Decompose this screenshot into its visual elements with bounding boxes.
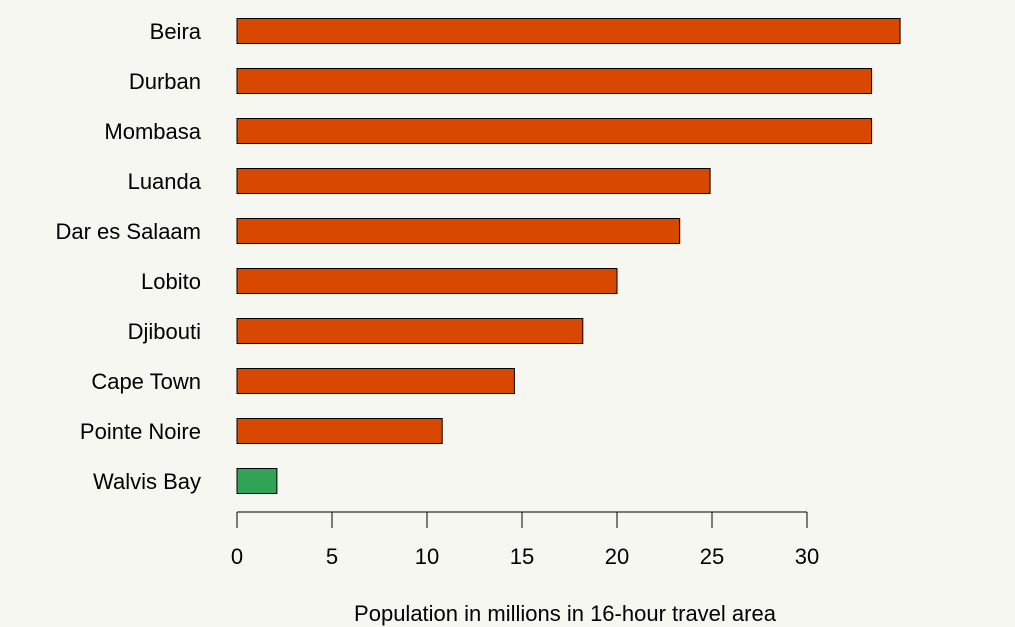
x-tick-label-25: 25: [700, 544, 724, 569]
x-axis: 0 5 10 15 20 25 30: [231, 511, 819, 569]
category-labels-group: Beira Durban Mombasa Luanda Dar es Salaam Lob…: [55, 19, 201, 494]
bar-dar-es-salaam: [236, 218, 681, 244]
category-label-durban: Durban: [129, 69, 201, 94]
category-label-lobito: Lobito: [141, 269, 201, 294]
x-tick-label-0: 0: [231, 544, 243, 569]
x-tick-label-10: 10: [415, 544, 439, 569]
category-label-walvis-bay: Walvis Bay: [93, 469, 201, 494]
x-tick-label-5: 5: [326, 544, 338, 569]
category-label-cape-town: Cape Town: [91, 369, 201, 394]
bar-cape-town: [236, 368, 515, 394]
category-label-pointe-noire: Pointe Noire: [80, 419, 201, 444]
x-axis-title: Population in millions in 16-hour travel…: [354, 601, 777, 626]
bar-pointe-noire: [236, 418, 443, 444]
bar-djibouti: [236, 318, 584, 344]
bar-mombasa: [236, 118, 873, 144]
category-label-beira: Beira: [150, 19, 202, 44]
bar-durban: [236, 68, 873, 94]
x-tick-label-15: 15: [510, 544, 534, 569]
bar-beira: [236, 18, 901, 44]
category-label-luanda: Luanda: [128, 169, 202, 194]
category-label-djibouti: Djibouti: [128, 319, 201, 344]
x-tick-label-30: 30: [795, 544, 819, 569]
bars-group: [236, 18, 901, 494]
bar-lobito: [236, 268, 618, 294]
x-tick-label-20: 20: [605, 544, 629, 569]
category-label-dar-es-salaam: Dar es Salaam: [55, 219, 201, 244]
bar-luanda: [236, 168, 711, 194]
category-label-mombasa: Mombasa: [104, 119, 201, 144]
bar-walvis-bay: [236, 468, 278, 494]
